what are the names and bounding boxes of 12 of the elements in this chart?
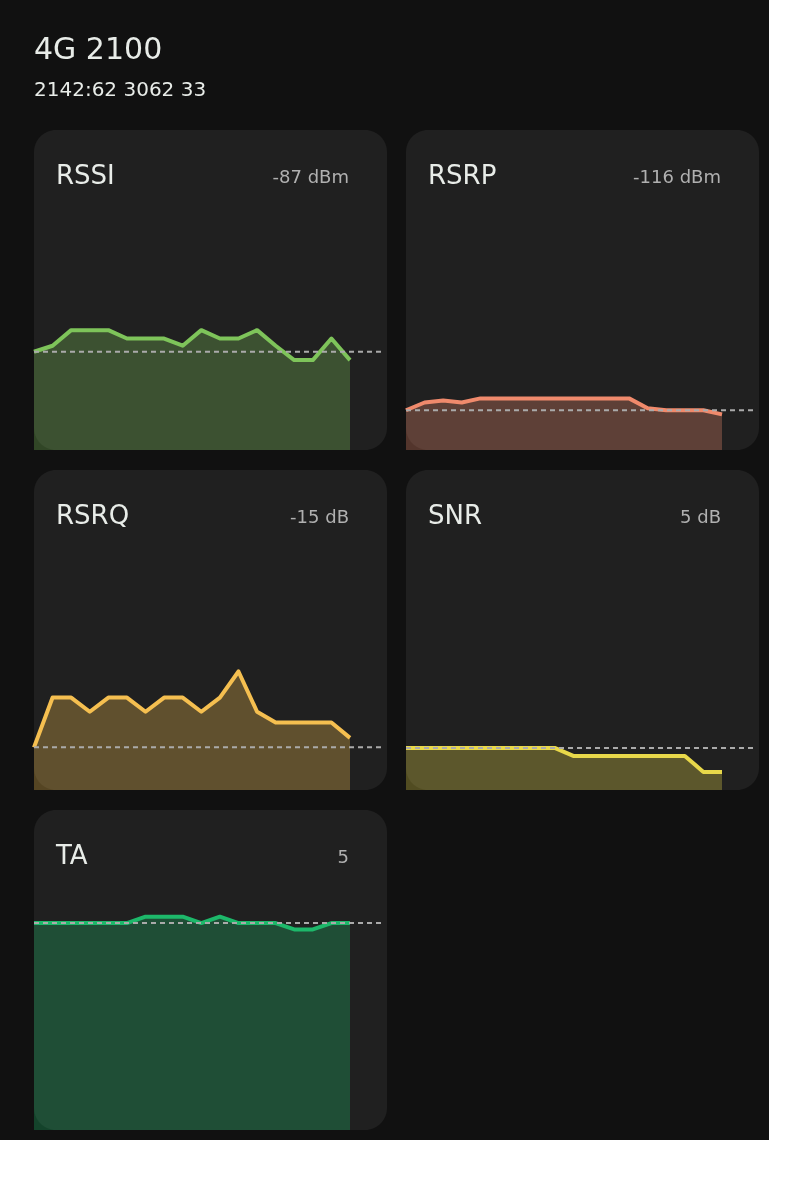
text: 5: [337, 846, 349, 867]
text: -15 dB: [290, 506, 349, 527]
text: -87 dBm: [272, 166, 349, 187]
chart-title: RSRP: [428, 160, 497, 190]
chart-title: TA: [55, 840, 88, 870]
chart-title: SNR: [428, 500, 483, 530]
chart-title: RSRQ: [56, 500, 130, 530]
text: 5 dB: [680, 506, 721, 527]
chart-title: RSSI: [56, 160, 115, 190]
text: -116 dBm: [633, 166, 721, 187]
text: 2142:62 3062 33: [34, 77, 207, 101]
text: 4G 2100: [34, 31, 163, 66]
